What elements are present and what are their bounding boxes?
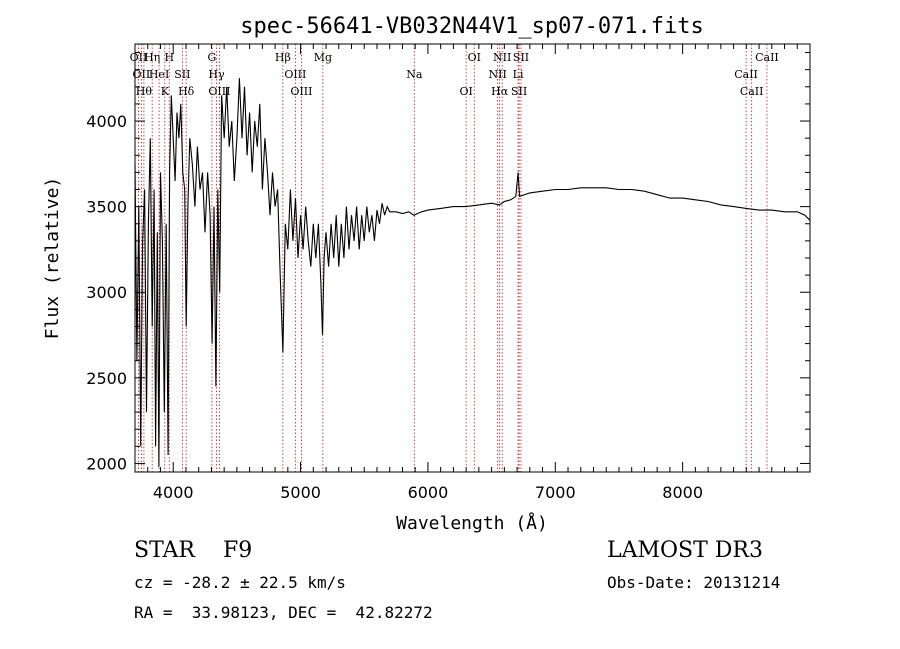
spectral-line-label: OIII — [290, 85, 312, 98]
spectral-line-label: Hη — [144, 51, 160, 64]
y-tick-label: 3500 — [86, 198, 127, 217]
spectral-line-label: G — [208, 51, 217, 64]
spectral-line-label: OII — [133, 68, 151, 81]
spectral-line-label: NII — [489, 68, 507, 81]
chart-title: spec-56641-VB032N44V1_sp07-071.fits — [240, 14, 704, 39]
coords-text: RA = 33.98123, DEC = 42.82272 — [134, 603, 433, 622]
x-tick-label: 7000 — [535, 483, 576, 502]
spectral-line-label: CaII — [734, 68, 758, 81]
x-tick-label: 4000 — [153, 483, 194, 502]
y-tick-label: 3000 — [86, 283, 127, 302]
spectral-line-label: CaII — [740, 85, 764, 98]
spectral-line-label: Hθ — [136, 85, 153, 98]
survey-text: LAMOST DR3 — [607, 538, 763, 563]
redshift-text: cz = -28.2 ± 22.5 km/s — [134, 573, 346, 592]
spectral-line-label: SII — [513, 51, 529, 64]
spectrum-line — [134, 78, 811, 467]
spectral-line-label: Li — [513, 68, 524, 81]
spectral-line-label: OI — [459, 85, 472, 98]
spectral-line-label: OII — [130, 51, 148, 64]
spectral-line-label: K — [161, 85, 170, 98]
x-axis-label: Wavelength (Å) — [396, 512, 548, 534]
spectral-line-label: NII — [493, 51, 511, 64]
spectral-line-label: OIII — [284, 68, 306, 81]
spectral-line-label: CaII — [755, 51, 779, 64]
spectral-line-label: Na — [406, 68, 423, 81]
spectral-line-label: H — [164, 51, 174, 64]
y-tick-label: 4000 — [86, 112, 127, 131]
y-tick-label: 2500 — [86, 369, 127, 388]
spectral-line-label: SII — [511, 85, 527, 98]
spectral-line-label: Hβ — [275, 51, 291, 64]
obs-date-text: Obs-Date: 20131214 — [607, 573, 781, 592]
y-axis-label: Flux (relative) — [42, 177, 63, 340]
spectral-line-label: OIII — [208, 85, 230, 98]
x-tick-label: 6000 — [408, 483, 449, 502]
spectral-line-label: HeI — [149, 68, 169, 81]
x-tick-label: 5000 — [280, 483, 321, 502]
spectral-line-label: SII — [174, 68, 190, 81]
classification-text: STAR F9 — [134, 538, 253, 563]
spectral-line-label: Hα — [491, 85, 509, 98]
plot-frame — [134, 43, 811, 473]
spectral-line-label: Hγ — [208, 68, 225, 81]
y-tick-label: 2000 — [86, 454, 127, 473]
spectral-line-label: OI — [468, 51, 481, 64]
spectral-line-label: Mg — [314, 51, 332, 64]
x-tick-label: 8000 — [662, 483, 703, 502]
spectral-line-label: Hδ — [178, 85, 195, 98]
